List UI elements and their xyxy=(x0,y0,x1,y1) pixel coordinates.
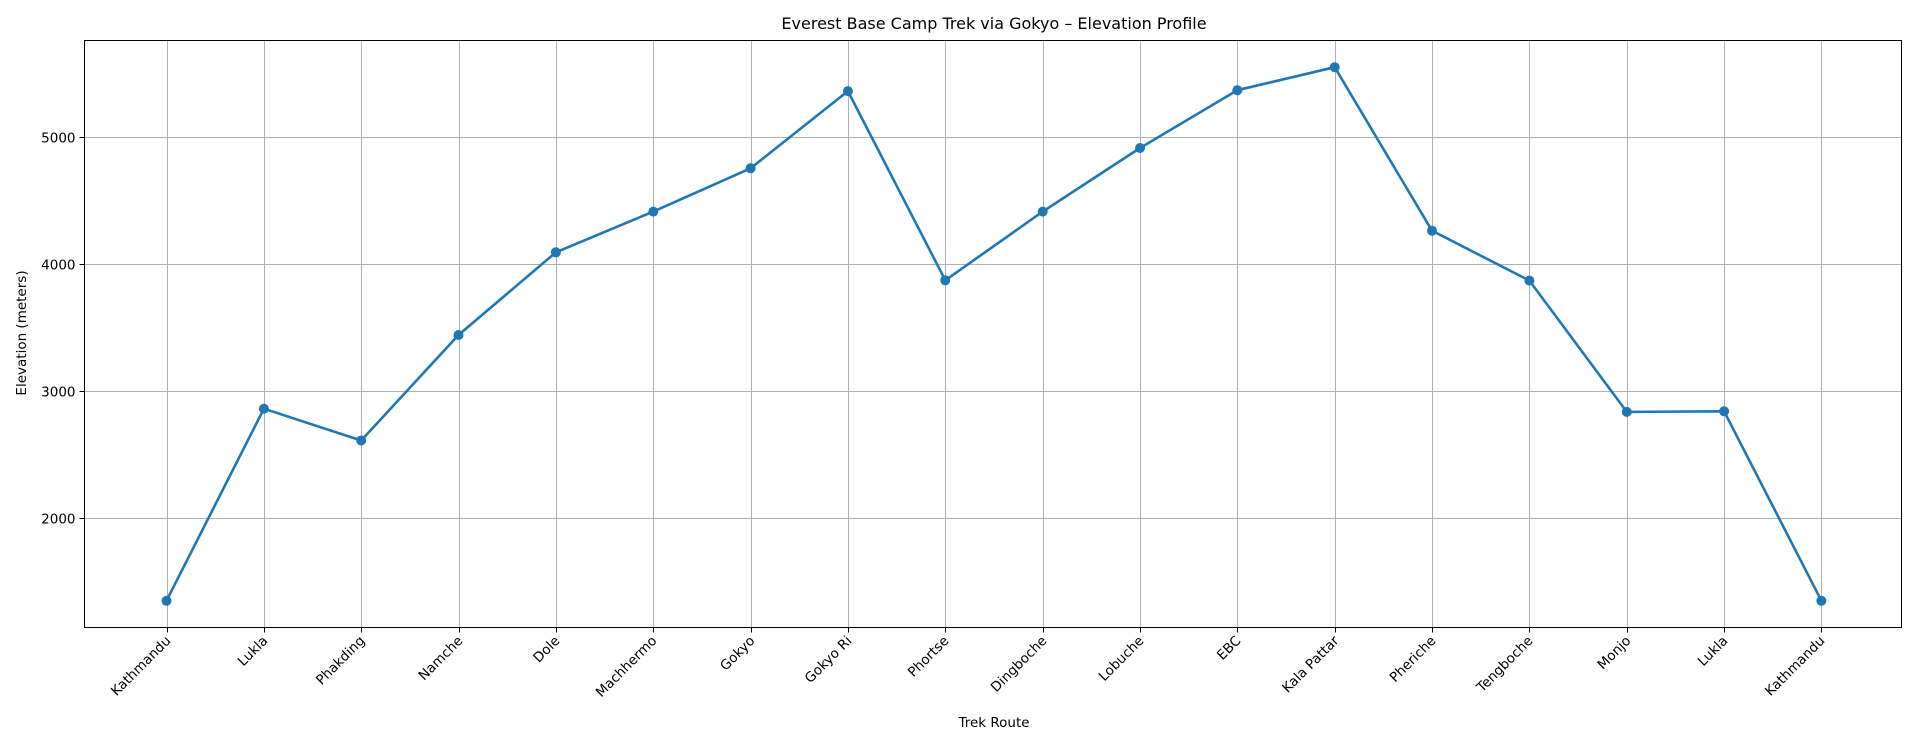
data-point-marker xyxy=(648,206,659,217)
data-point-marker xyxy=(356,435,367,446)
series-elevation xyxy=(161,62,1827,606)
x-tick-label: Monjo xyxy=(1594,633,1634,673)
x-axis-ticks: Kathmandu Lukla Phakding Namche Dole Machherm… xyxy=(108,627,1828,701)
chart-title: Everest Base Camp Trek via Gokyo – Eleva… xyxy=(781,14,1206,33)
data-point-marker xyxy=(1427,225,1437,236)
data-point-marker xyxy=(161,595,172,606)
data-point-marker xyxy=(1621,406,1632,417)
x-tick-label: Machhermo xyxy=(593,633,661,701)
data-point-marker xyxy=(745,163,756,174)
x-tick-label: Phakding xyxy=(313,633,368,688)
x-tick-label: Lobuche xyxy=(1096,633,1148,685)
x-tick-label: Dole xyxy=(530,633,563,666)
x-tick-label: Gokyo xyxy=(717,633,758,674)
elevation-line xyxy=(165,65,1823,603)
x-tick-label: Lukla xyxy=(1695,633,1732,670)
data-point-marker xyxy=(1135,143,1145,153)
x-tick-label: Phortse xyxy=(905,633,952,680)
y-tick-label: 4000 xyxy=(41,258,75,274)
data-point-marker xyxy=(940,275,951,286)
data-point-marker xyxy=(258,403,269,414)
x-tick-label: Lukla xyxy=(235,633,272,670)
x-tick-label: EBC xyxy=(1214,633,1244,663)
y-axis-ticks: 2000 3000 4000 5000 xyxy=(41,131,85,528)
data-point-marker xyxy=(1816,595,1827,606)
x-tick-label: Gokyo Ri xyxy=(802,633,856,687)
x-tick-label: Kathmandu xyxy=(108,633,174,699)
y-tick-label: 2000 xyxy=(41,512,75,528)
axes-frame xyxy=(84,40,1902,628)
y-tick-label: 5000 xyxy=(41,131,75,147)
data-point-marker xyxy=(842,86,853,97)
data-point-marker xyxy=(1719,406,1730,417)
x-tick-label: Kala Pattar xyxy=(1279,633,1343,697)
x-tick-label: Namche xyxy=(416,633,467,684)
grid-lines xyxy=(84,40,1902,628)
data-point-marker xyxy=(1329,62,1340,73)
x-tick-label: Dingboche xyxy=(988,633,1051,696)
data-point-marker xyxy=(1524,275,1535,286)
data-point-marker xyxy=(453,330,464,340)
data-point-marker xyxy=(1037,206,1048,217)
x-tick-label: Pheriche xyxy=(1387,633,1440,686)
data-point-marker xyxy=(1232,85,1243,96)
x-tick-label: Kathmandu xyxy=(1762,633,1828,699)
y-tick-label: 3000 xyxy=(41,385,75,401)
x-tick-label: Tengboche xyxy=(1473,633,1536,696)
y-axis-label: Elevation (meters) xyxy=(14,270,30,395)
x-axis-label: Trek Route xyxy=(957,715,1029,731)
data-point-marker xyxy=(550,247,561,258)
